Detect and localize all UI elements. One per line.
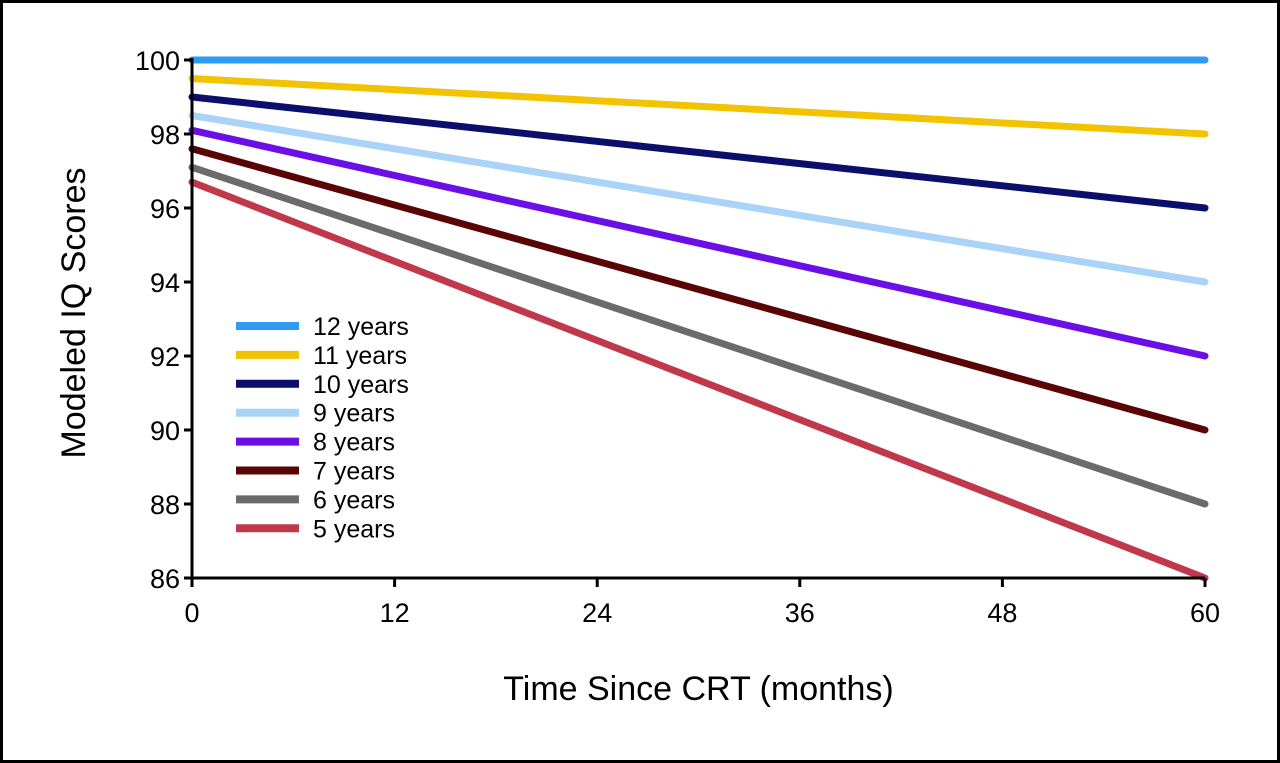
series-line-9-years	[188, 112, 1209, 286]
x-tick-label: 48	[987, 598, 1017, 628]
series-line-8-years	[188, 126, 1209, 360]
ticks-layer: 86 88 90 92 94 96 98 100 0 12 24 36 48 60	[135, 46, 1220, 628]
y-tick-label: 98	[150, 120, 180, 150]
y-axis-title: Modeled IQ Scores	[55, 167, 93, 458]
legend-label: 10 years	[313, 371, 409, 399]
line-chart: 86 88 90 92 94 96 98 100 0 12 24 36 48 60 12 years11 …	[55, 46, 1220, 708]
x-tick-label: 60	[1190, 598, 1220, 628]
legend-label: 12 years	[313, 313, 409, 341]
x-tick-label: 36	[785, 598, 815, 628]
x-tick-label: 24	[582, 598, 612, 628]
series-line-6-years	[188, 163, 1209, 508]
y-tick-label: 100	[135, 46, 180, 76]
y-tick-label: 86	[150, 564, 180, 594]
y-tick-label: 88	[150, 490, 180, 520]
y-tick-label: 90	[150, 416, 180, 446]
y-tick-label: 94	[150, 268, 180, 298]
series-line-10-years	[188, 93, 1209, 212]
legend-label: 7 years	[313, 458, 395, 486]
x-tick-label: 0	[184, 598, 199, 628]
x-tick-label: 12	[380, 598, 410, 628]
series-line-5-years	[188, 178, 1209, 582]
x-axis-title: Time Since CRT (months)	[503, 670, 893, 708]
axes-layer	[190, 58, 1205, 580]
legend-label: 6 years	[313, 486, 395, 514]
y-tick-label: 92	[150, 342, 180, 372]
legend-label: 11 years	[313, 342, 407, 370]
legend-label: 5 years	[313, 515, 395, 543]
y-tick-label: 96	[150, 194, 180, 224]
series-line-11-years	[188, 75, 1209, 138]
series-line-7-years	[188, 145, 1209, 434]
series-layer	[188, 56, 1209, 582]
legend-label: 9 years	[313, 400, 395, 428]
legend-label: 8 years	[313, 429, 395, 457]
